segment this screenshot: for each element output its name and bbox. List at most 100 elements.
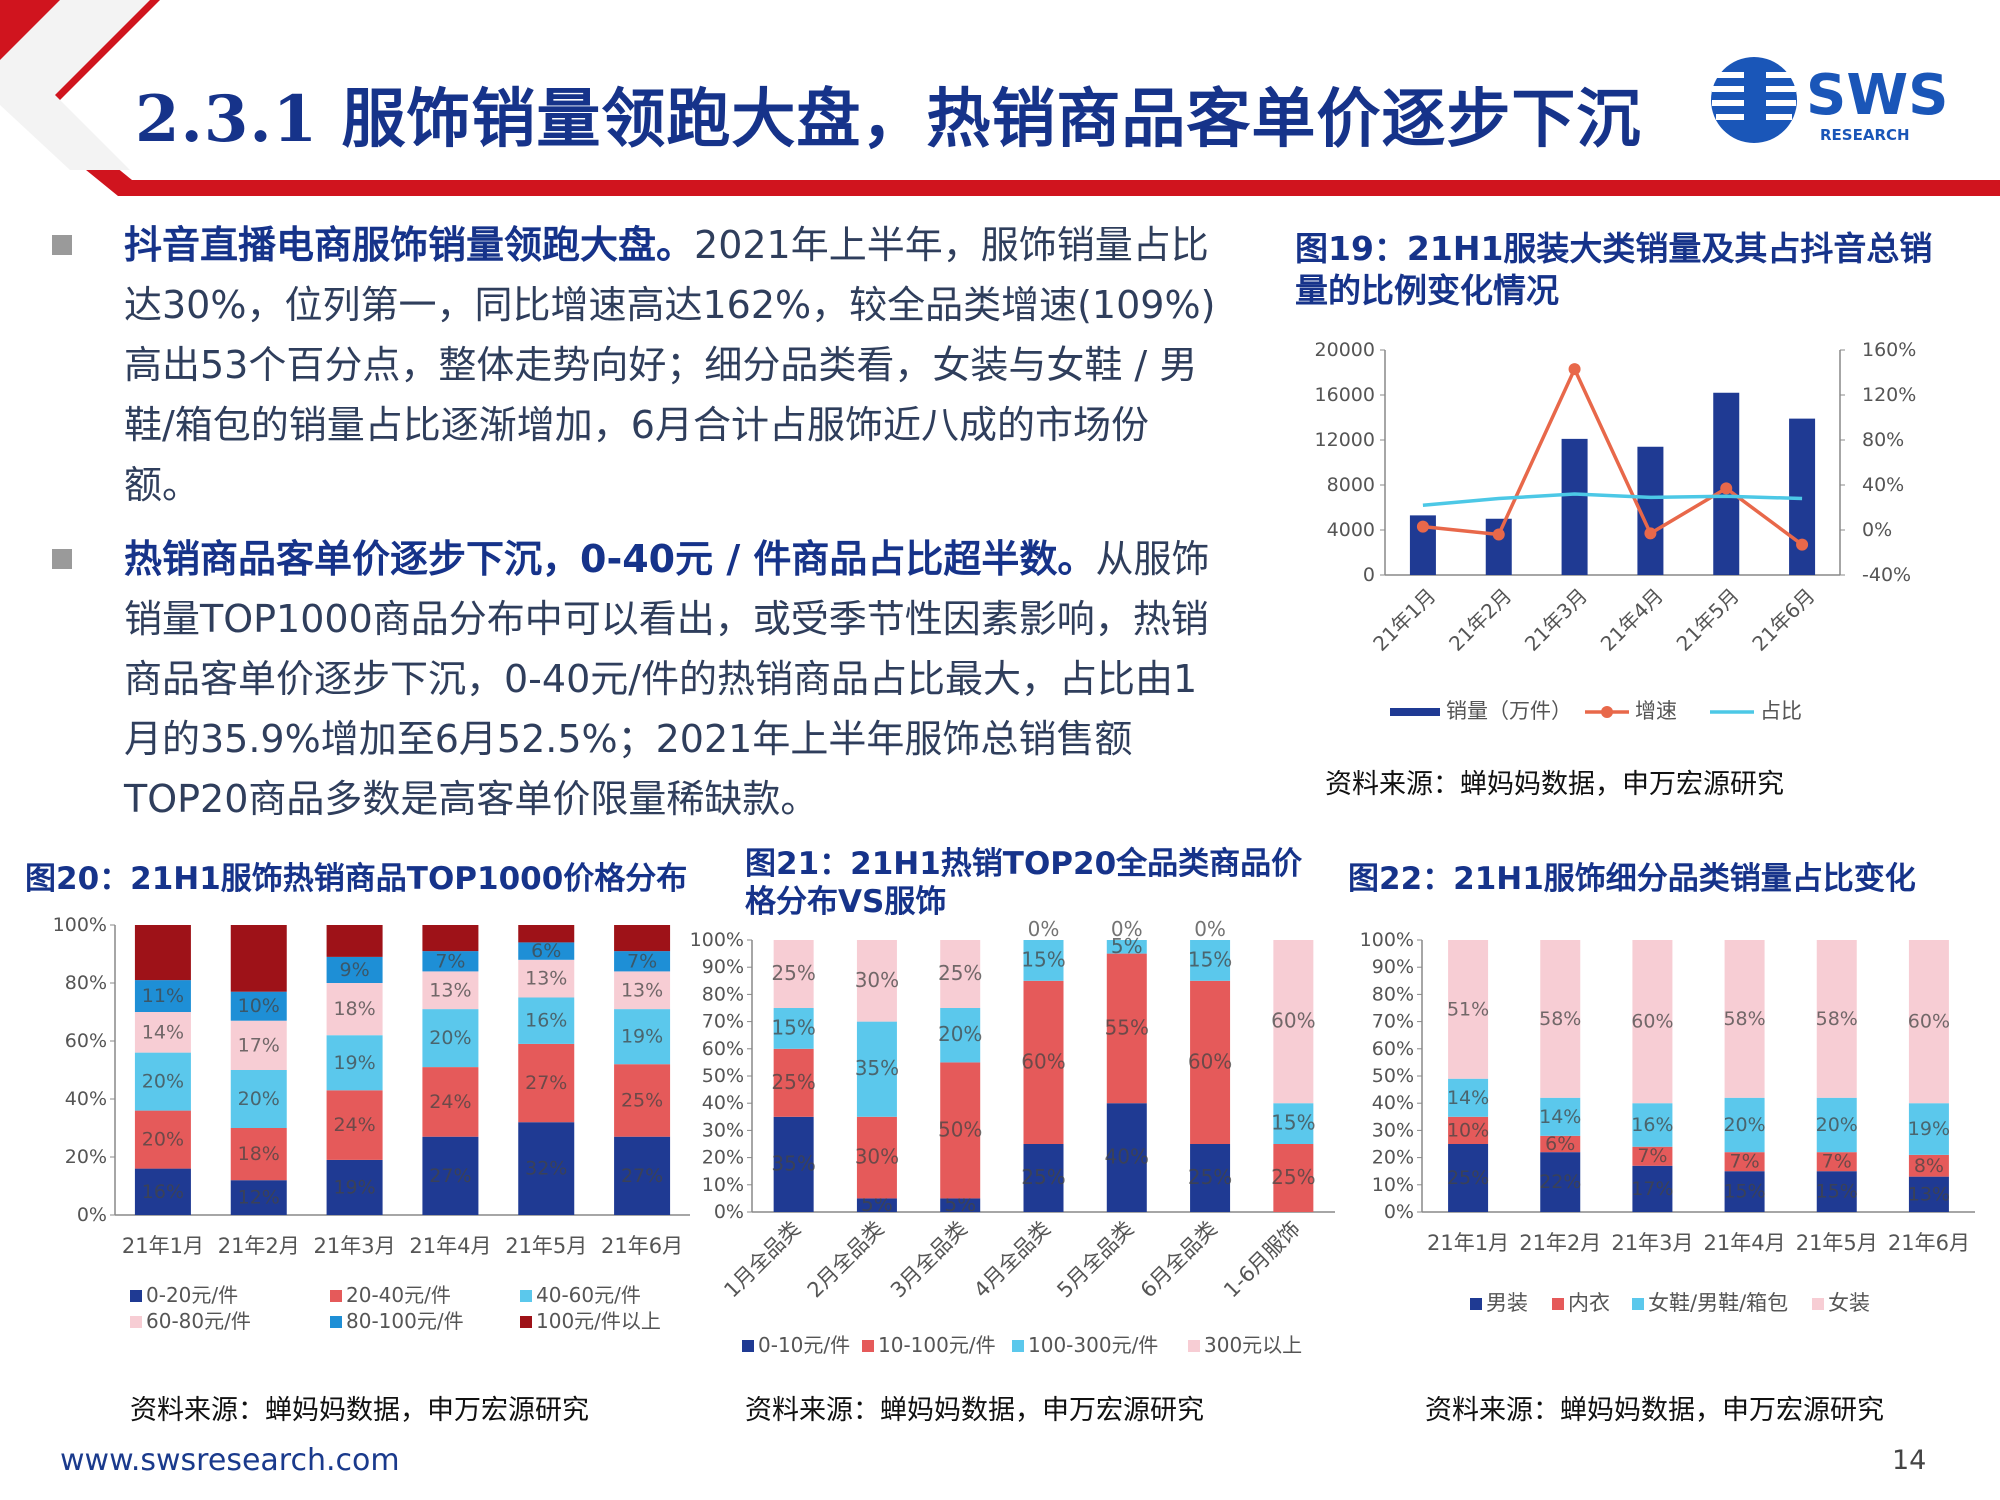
legend-label: 占比 xyxy=(1760,699,1802,723)
bar-segment xyxy=(773,1008,814,1049)
bar-segment xyxy=(422,1067,479,1137)
bar-segment xyxy=(326,1035,383,1091)
y2-tick-label: 160% xyxy=(1862,339,1916,361)
data-label: 25% xyxy=(1021,1165,1065,1189)
data-label: 15% xyxy=(1188,947,1232,971)
data-label: 27% xyxy=(621,1165,663,1187)
legend-label: 300元以上 xyxy=(1204,1333,1302,1357)
bar-segment xyxy=(134,1052,191,1111)
sws-logo-icon: SWS RESEARCH xyxy=(1711,57,1948,144)
legend-label: 80-100元/件 xyxy=(346,1309,464,1330)
x-tick-label: 3月全品类 xyxy=(886,1217,972,1303)
x-tick-label: 21年4月 xyxy=(1596,584,1668,656)
legend-swatch xyxy=(130,1316,142,1328)
y-tick-label: 60% xyxy=(702,1038,744,1060)
bullet-1: 抖音直播电商服饰销量领跑大盘。2021年上半年，服饰销量占比达30%，位列第一，… xyxy=(48,215,1218,515)
bar-segment xyxy=(1106,1103,1147,1212)
y-tick-label: 40% xyxy=(702,1092,744,1114)
bar-segment xyxy=(1724,1097,1765,1153)
legend-swatch xyxy=(330,1316,342,1328)
data-label: 0% xyxy=(1194,920,1226,941)
bar-segment xyxy=(1908,940,1949,1104)
y-tick-label: 0 xyxy=(1363,564,1375,586)
y-tick-label: 0% xyxy=(714,1201,744,1223)
bullet-1-text: 2021年上半年，服饰销量占比达30%，位列第一，同比增速高达162%，较全品类… xyxy=(124,223,1216,507)
series-line xyxy=(1422,364,1804,547)
y-tick-label: 80% xyxy=(702,983,744,1005)
legend-label: 40-60元/件 xyxy=(536,1283,641,1307)
bar-segment xyxy=(1106,940,1147,954)
data-label: 7% xyxy=(1637,1145,1667,1167)
data-label: 20% xyxy=(142,1071,184,1093)
data-label: 60% xyxy=(1271,1009,1315,1033)
x-tick-label: 21年3月 xyxy=(1611,1231,1693,1255)
data-label: 51% xyxy=(1447,998,1489,1020)
footer-url[interactable]: www.swsresearch.com xyxy=(60,1443,400,1478)
x-tick-label: 5月全品类 xyxy=(1052,1217,1138,1303)
bar-segment xyxy=(134,980,191,1012)
bar-segment xyxy=(1190,980,1231,1144)
page-title: 2.3.1 服饰销量领跑大盘，热销商品客单价逐步下沉 xyxy=(135,82,1642,157)
data-label: 6% xyxy=(531,940,561,962)
y-tick-label: 50% xyxy=(702,1065,744,1087)
y-tick-label: 50% xyxy=(1372,1065,1414,1087)
bar xyxy=(1561,438,1588,575)
data-label: 16% xyxy=(1631,1114,1673,1136)
data-label: 7% xyxy=(1730,1151,1760,1173)
bar-segment xyxy=(1724,940,1765,1098)
data-label: 15% xyxy=(1271,1111,1315,1135)
x-tick-label: 21年2月 xyxy=(218,1234,300,1258)
bar-segment xyxy=(1816,1171,1857,1212)
data-label: 13% xyxy=(1908,1183,1950,1205)
fig19-chart: 0 4000 8000 12000 16000 20000 -40% 0% 40% 80% 120%… xyxy=(1315,339,1917,723)
data-label: 19% xyxy=(333,1176,375,1198)
bar-segment xyxy=(134,1110,191,1169)
bar-segment xyxy=(1816,1097,1857,1153)
legend-label: 20-40元/件 xyxy=(346,1283,451,1307)
y2-tick-label: -40% xyxy=(1862,564,1911,586)
bar-segment xyxy=(230,1180,287,1215)
bar-segment xyxy=(518,997,575,1044)
data-label: 60% xyxy=(1021,1049,1065,1073)
bar-segment xyxy=(940,1062,981,1199)
bullet-square-icon xyxy=(52,549,72,569)
y-tick-label: 10% xyxy=(702,1174,744,1196)
data-label: 24% xyxy=(333,1114,375,1136)
y-tick-label: 80% xyxy=(1372,983,1414,1005)
data-label: 14% xyxy=(1539,1106,1581,1128)
x-tick-label: 21年1月 xyxy=(1368,584,1440,656)
bar-segment xyxy=(1273,940,1314,1104)
bullet-2-text: 从服饰销量TOP1000商品分布中可以看出，或受季节性因素影响，热销商品客单价逐… xyxy=(124,537,1210,821)
y-tick-label: 70% xyxy=(702,1011,744,1033)
bullet-list: 抖音直播电商服饰销量领跑大盘。2021年上半年，服饰销量占比达30%，位列第一，… xyxy=(48,215,1218,843)
x-tick-label: 4月全品类 xyxy=(969,1217,1055,1303)
x-tick-label: 21年1月 xyxy=(122,1234,204,1258)
legend-swatch xyxy=(1812,1298,1824,1310)
legend-swatch xyxy=(520,1316,532,1328)
x-tick-label: 21年4月 xyxy=(409,1234,491,1258)
data-label: 16% xyxy=(525,1010,567,1032)
legend-label: 10-100元/件 xyxy=(878,1333,996,1357)
data-label: 60% xyxy=(1188,1049,1232,1073)
bar-segment xyxy=(1632,1146,1673,1166)
bar-segment xyxy=(1190,1144,1231,1212)
y-tick-label: 20% xyxy=(1372,1147,1414,1169)
x-tick-label: 1月全品类 xyxy=(719,1217,805,1303)
bar-segment xyxy=(614,971,671,1010)
y-tick-label: 40% xyxy=(65,1088,107,1110)
bar-segment xyxy=(134,925,191,981)
data-label: 58% xyxy=(1539,1008,1581,1030)
bar-segment xyxy=(518,1122,575,1215)
x-tick-label: 21年5月 xyxy=(505,1234,587,1258)
y-tick-label: 16000 xyxy=(1315,384,1375,406)
data-label: 10% xyxy=(1447,1119,1489,1141)
x-tick-label: 21年4月 xyxy=(1704,1231,1786,1255)
legend-marker xyxy=(1601,706,1613,718)
x-tick-label: 21年5月 xyxy=(1796,1231,1878,1255)
bar-segment xyxy=(1540,1097,1581,1136)
bar-segment xyxy=(326,956,383,983)
data-label: 18% xyxy=(333,998,375,1020)
legend-swatch xyxy=(1188,1340,1200,1352)
x-tick-label: 2月全品类 xyxy=(803,1217,889,1303)
bar-segment xyxy=(940,1198,981,1212)
